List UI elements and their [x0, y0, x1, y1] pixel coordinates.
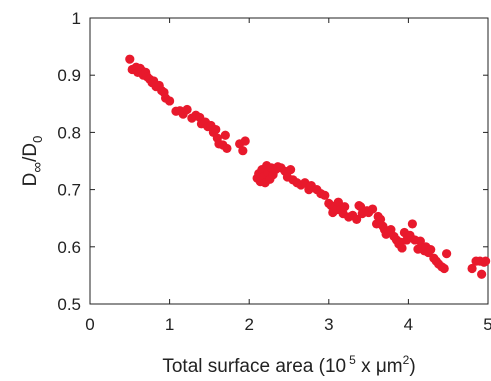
data-point [386, 225, 396, 235]
x-axis-label-exponent: 5 [349, 353, 356, 367]
data-point [367, 204, 378, 214]
y-tick-label: 0.7 [57, 181, 81, 200]
x-tick-label: 4 [404, 315, 413, 334]
x-tick-labels: 0 1 2 3 4 5 [85, 315, 491, 334]
data-point [240, 136, 250, 146]
data-points [125, 54, 491, 279]
data-point [320, 190, 330, 200]
y-axis-label-subscript: ∞ [29, 162, 46, 173]
data-point [352, 214, 362, 224]
y-tick-labels: 0.5 0.6 0.7 0.8 0.9 1 [57, 9, 81, 314]
x-tick-label: 5 [483, 315, 491, 334]
x-axis-label: Total surface area (10 5 x μm2) [162, 353, 415, 377]
y-tick-label: 0.5 [57, 295, 81, 314]
y-tick-label: 0.9 [57, 66, 81, 85]
data-point [426, 245, 436, 255]
x-tick-label: 3 [324, 315, 333, 334]
y-tick-label: 0.8 [57, 123, 81, 142]
data-point [407, 219, 417, 229]
data-point [222, 143, 232, 154]
data-point [397, 243, 407, 253]
data-point [439, 263, 449, 274]
plot-frame [89, 17, 489, 305]
data-point [481, 256, 491, 266]
data-point [220, 130, 230, 140]
data-point [442, 249, 452, 259]
data-point [238, 146, 248, 156]
data-point [477, 269, 487, 279]
y-axis-label-subscript2: 0 [30, 136, 45, 143]
data-point [182, 104, 192, 115]
data-point [211, 124, 221, 135]
data-point [467, 263, 477, 274]
axis-ticks [89, 17, 489, 305]
y-axis-label: D∞/D0 [20, 136, 46, 187]
data-point [165, 96, 175, 106]
x-tick-label: 2 [244, 315, 253, 334]
data-point [285, 164, 296, 175]
data-point [340, 202, 350, 212]
data-point [125, 54, 135, 64]
y-tick-label: 1 [72, 9, 81, 28]
x-axis-label-exponent2: 2 [403, 353, 410, 367]
data-point [333, 197, 343, 207]
y-tick-label: 0.6 [57, 238, 81, 257]
x-tick-label: 1 [165, 315, 174, 334]
x-tick-label: 0 [85, 315, 94, 334]
